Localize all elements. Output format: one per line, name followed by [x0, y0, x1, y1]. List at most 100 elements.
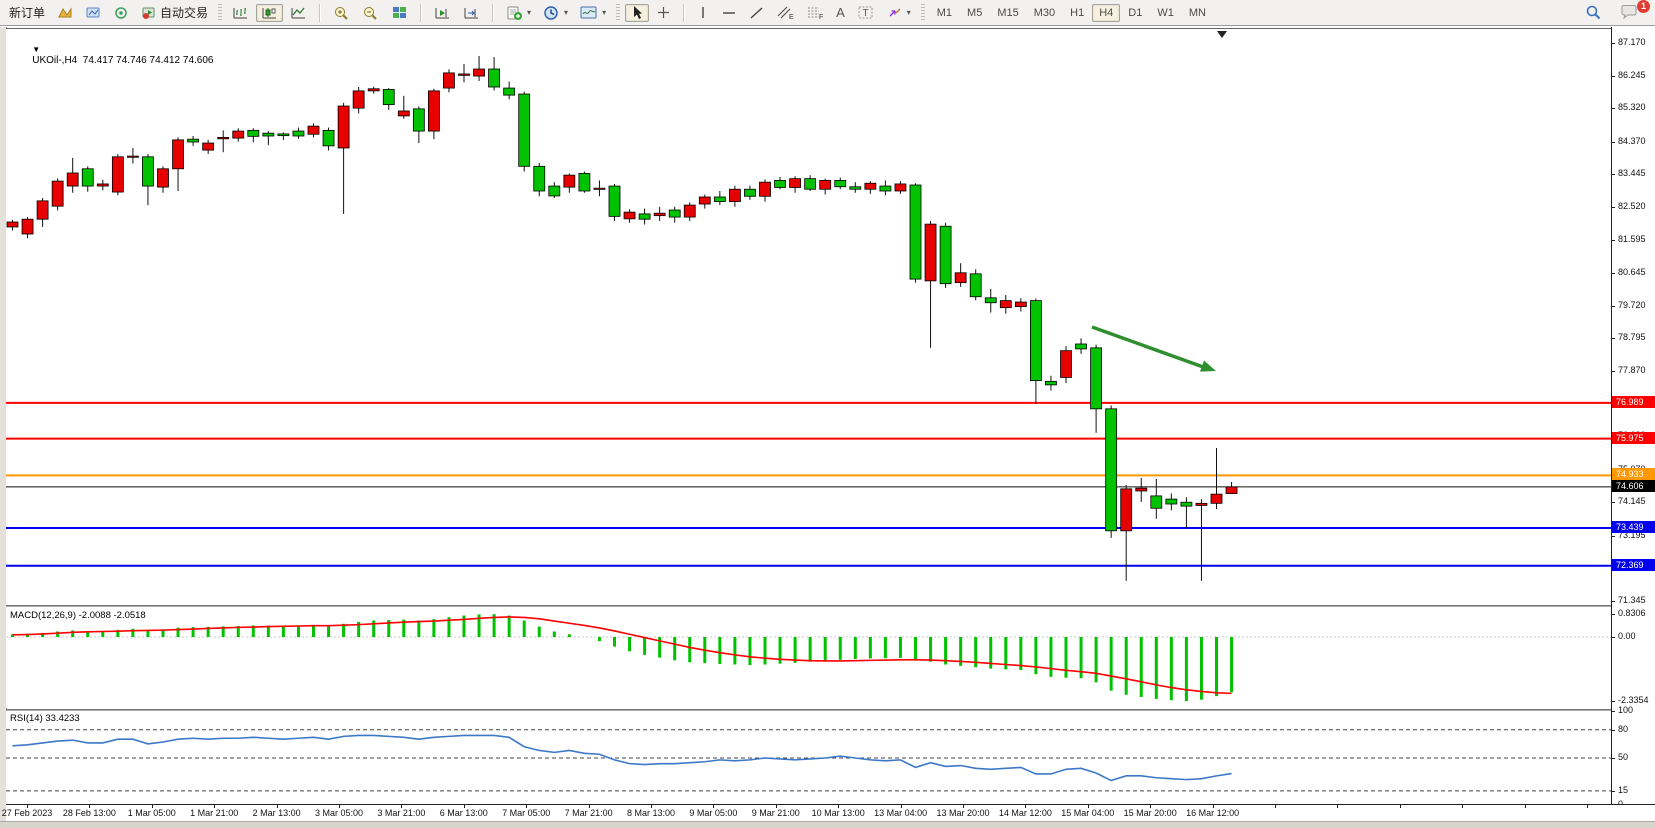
candle-body[interactable]	[277, 133, 290, 137]
macd-chart[interactable]	[6, 607, 1611, 708]
candle-body[interactable]	[969, 273, 982, 298]
candle-body[interactable]	[789, 178, 801, 188]
candle-body[interactable]	[939, 225, 952, 285]
candle-body[interactable]	[142, 156, 154, 187]
candle-body[interactable]	[1090, 347, 1102, 410]
zoom-out-button[interactable]	[357, 4, 384, 22]
candle-body[interactable]	[578, 172, 591, 192]
candle-body[interactable]	[6, 221, 19, 228]
candle-body[interactable]	[66, 172, 79, 187]
candle-body[interactable]	[337, 105, 350, 149]
trendline-tool-button[interactable]	[744, 4, 769, 22]
candle-body[interactable]	[849, 186, 862, 190]
timeframe-button-h1[interactable]: H1	[1070, 6, 1085, 19]
candle-body[interactable]	[1165, 498, 1178, 505]
candle-body[interactable]	[819, 180, 832, 190]
candle-body[interactable]	[488, 68, 501, 88]
candle-body[interactable]	[864, 182, 877, 190]
market-watch-icon[interactable]	[80, 4, 106, 22]
navigator-icon[interactable]	[108, 4, 134, 22]
candlestick-chart[interactable]	[6, 29, 1611, 606]
candle-body[interactable]	[202, 142, 215, 151]
candle-body[interactable]	[51, 180, 64, 207]
candle-body[interactable]	[744, 188, 756, 197]
pane-separator[interactable]	[6, 605, 1655, 608]
candle-body[interactable]	[397, 110, 410, 117]
zoom-in-button[interactable]	[328, 4, 355, 22]
horizontal-line-tool-button[interactable]	[716, 4, 742, 22]
candle-body[interactable]	[503, 87, 516, 96]
text-tool-button[interactable]: A	[831, 4, 850, 22]
candle-body[interactable]	[1225, 486, 1238, 494]
candle-body[interactable]	[698, 196, 711, 205]
candle-body[interactable]	[1030, 300, 1042, 382]
candle-body[interactable]	[111, 156, 124, 193]
arrows-tool-button[interactable]: ▾	[882, 4, 916, 22]
candle-body[interactable]	[518, 93, 531, 167]
rsi-indicator-pane[interactable]: RSI(14) 33.4233	[6, 711, 1611, 804]
candle-body[interactable]	[548, 185, 561, 197]
candle-body[interactable]	[563, 174, 576, 188]
candle-body[interactable]	[894, 183, 907, 192]
candle-body[interactable]	[533, 165, 546, 192]
crosshair-tool-button[interactable]	[651, 4, 676, 22]
candle-body[interactable]	[774, 180, 786, 188]
candle-body[interactable]	[157, 168, 169, 188]
candle-body[interactable]	[909, 184, 922, 280]
candle-body[interactable]	[638, 213, 651, 220]
templates-button[interactable]: ▾	[575, 4, 611, 22]
trend-arrow[interactable]	[1091, 325, 1207, 370]
candle-body[interactable]	[367, 88, 380, 92]
indicators-button[interactable]: ▾	[501, 4, 536, 22]
candle-body[interactable]	[1195, 502, 1208, 506]
candle-body[interactable]	[608, 185, 621, 217]
candle-body[interactable]	[759, 181, 771, 197]
candle-body[interactable]	[443, 72, 455, 89]
timeframe-button-m1[interactable]: M1	[936, 6, 953, 19]
candle-body[interactable]	[683, 204, 696, 218]
notifications-button[interactable]: 1	[1615, 0, 1650, 22]
candle-body[interactable]	[623, 211, 636, 220]
candle-body[interactable]	[1135, 487, 1148, 492]
candle-body[interactable]	[1210, 493, 1223, 504]
chart-profile-icon[interactable]	[52, 4, 78, 22]
candle-body[interactable]	[804, 178, 817, 190]
time-axis[interactable]: 27 Feb 2023 28 Feb 13:00 1 Mar 05:00 1 Mar …	[2, 804, 1655, 822]
candle-body[interactable]	[729, 188, 741, 202]
auto-scroll-button[interactable]	[458, 4, 485, 22]
candle-body[interactable]	[1075, 343, 1087, 350]
candle-body[interactable]	[81, 168, 94, 187]
chart-shift-button[interactable]	[429, 4, 456, 22]
candle-body[interactable]	[668, 209, 681, 218]
candle-body[interactable]	[307, 125, 320, 135]
periods-button[interactable]: ▾	[538, 4, 573, 22]
candle-body[interactable]	[984, 297, 997, 304]
candle-body[interactable]	[352, 90, 365, 109]
candle-body[interactable]	[954, 272, 967, 284]
timeframe-button-h4[interactable]: H4	[1092, 3, 1121, 22]
text-label-tool-button[interactable]: T	[852, 4, 880, 22]
timeframe-button-m5[interactable]: M5	[967, 6, 983, 19]
candle-body[interactable]	[999, 300, 1012, 309]
timeframe-button-m15[interactable]: M15	[997, 6, 1019, 19]
fibonacci-tool-button[interactable]: F	[801, 4, 829, 22]
candle-body[interactable]	[1180, 501, 1193, 507]
candle-body[interactable]	[187, 138, 200, 143]
candle-body[interactable]	[292, 130, 305, 137]
symbol-collapse-icon[interactable]: ▼	[32, 45, 41, 54]
candle-body[interactable]	[458, 73, 470, 76]
candle-body[interactable]	[1014, 301, 1027, 308]
candle-body[interactable]	[879, 185, 892, 192]
candle-body[interactable]	[262, 132, 275, 137]
candle-body[interactable]	[924, 223, 937, 282]
vertical-line-tool-button[interactable]	[692, 4, 714, 22]
candle-body[interactable]	[653, 212, 666, 217]
candle-body[interactable]	[127, 155, 139, 158]
timeframe-button-mn[interactable]: MN	[1188, 6, 1206, 19]
candle-body[interactable]	[473, 68, 485, 77]
new-order-button[interactable]: 新订单	[4, 4, 50, 22]
cursor-tool-button[interactable]	[625, 3, 650, 22]
pane-separator[interactable]	[6, 709, 1655, 712]
candle-body[interactable]	[247, 129, 260, 137]
macd-indicator-pane[interactable]: MACD(12,26,9) -2.0088 -2.0518	[6, 607, 1611, 708]
